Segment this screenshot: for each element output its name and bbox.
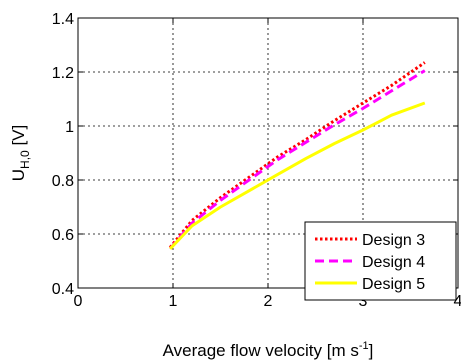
x-tick-label: 0 <box>74 293 83 310</box>
x-tick-label: 3 <box>359 293 368 310</box>
legend-label: Design 3 <box>362 232 425 249</box>
x-axis-label: Average flow velocity [m s-1] <box>163 340 374 360</box>
series-line-4 <box>168 69 426 250</box>
y-axis-label-subscript: H,0 <box>18 150 32 169</box>
y-tick-label: 1.2 <box>52 65 74 82</box>
y-axis-label-end: [V] <box>9 125 28 151</box>
y-tick-label: 0.6 <box>52 227 74 244</box>
y-tick-label: 1.4 <box>52 11 74 28</box>
legend: Design 3 Design 4 Design 5 <box>304 221 457 301</box>
legend-label: Design 5 <box>362 276 425 293</box>
x-tick-label: 2 <box>264 293 273 310</box>
legend-label: Design 4 <box>362 254 425 271</box>
y-axis-label: UH,0 [V] <box>9 125 32 181</box>
axis-ticks: 0 1 2 3 4 0.4 0.6 0.8 1 1.2 1.4 <box>52 11 461 310</box>
x-axis-label-superscript: -1 <box>359 340 369 352</box>
series-line-5 <box>169 101 426 250</box>
y-tick-label: 0.4 <box>52 281 74 298</box>
x-axis-label-end: ] <box>369 341 374 360</box>
series-group <box>168 61 426 250</box>
x-tick-label: 1 <box>169 293 178 310</box>
y-tick-label: 1 <box>65 119 74 136</box>
y-tick-label: 0.8 <box>52 173 74 190</box>
x-tick-label: 4 <box>454 293 461 310</box>
